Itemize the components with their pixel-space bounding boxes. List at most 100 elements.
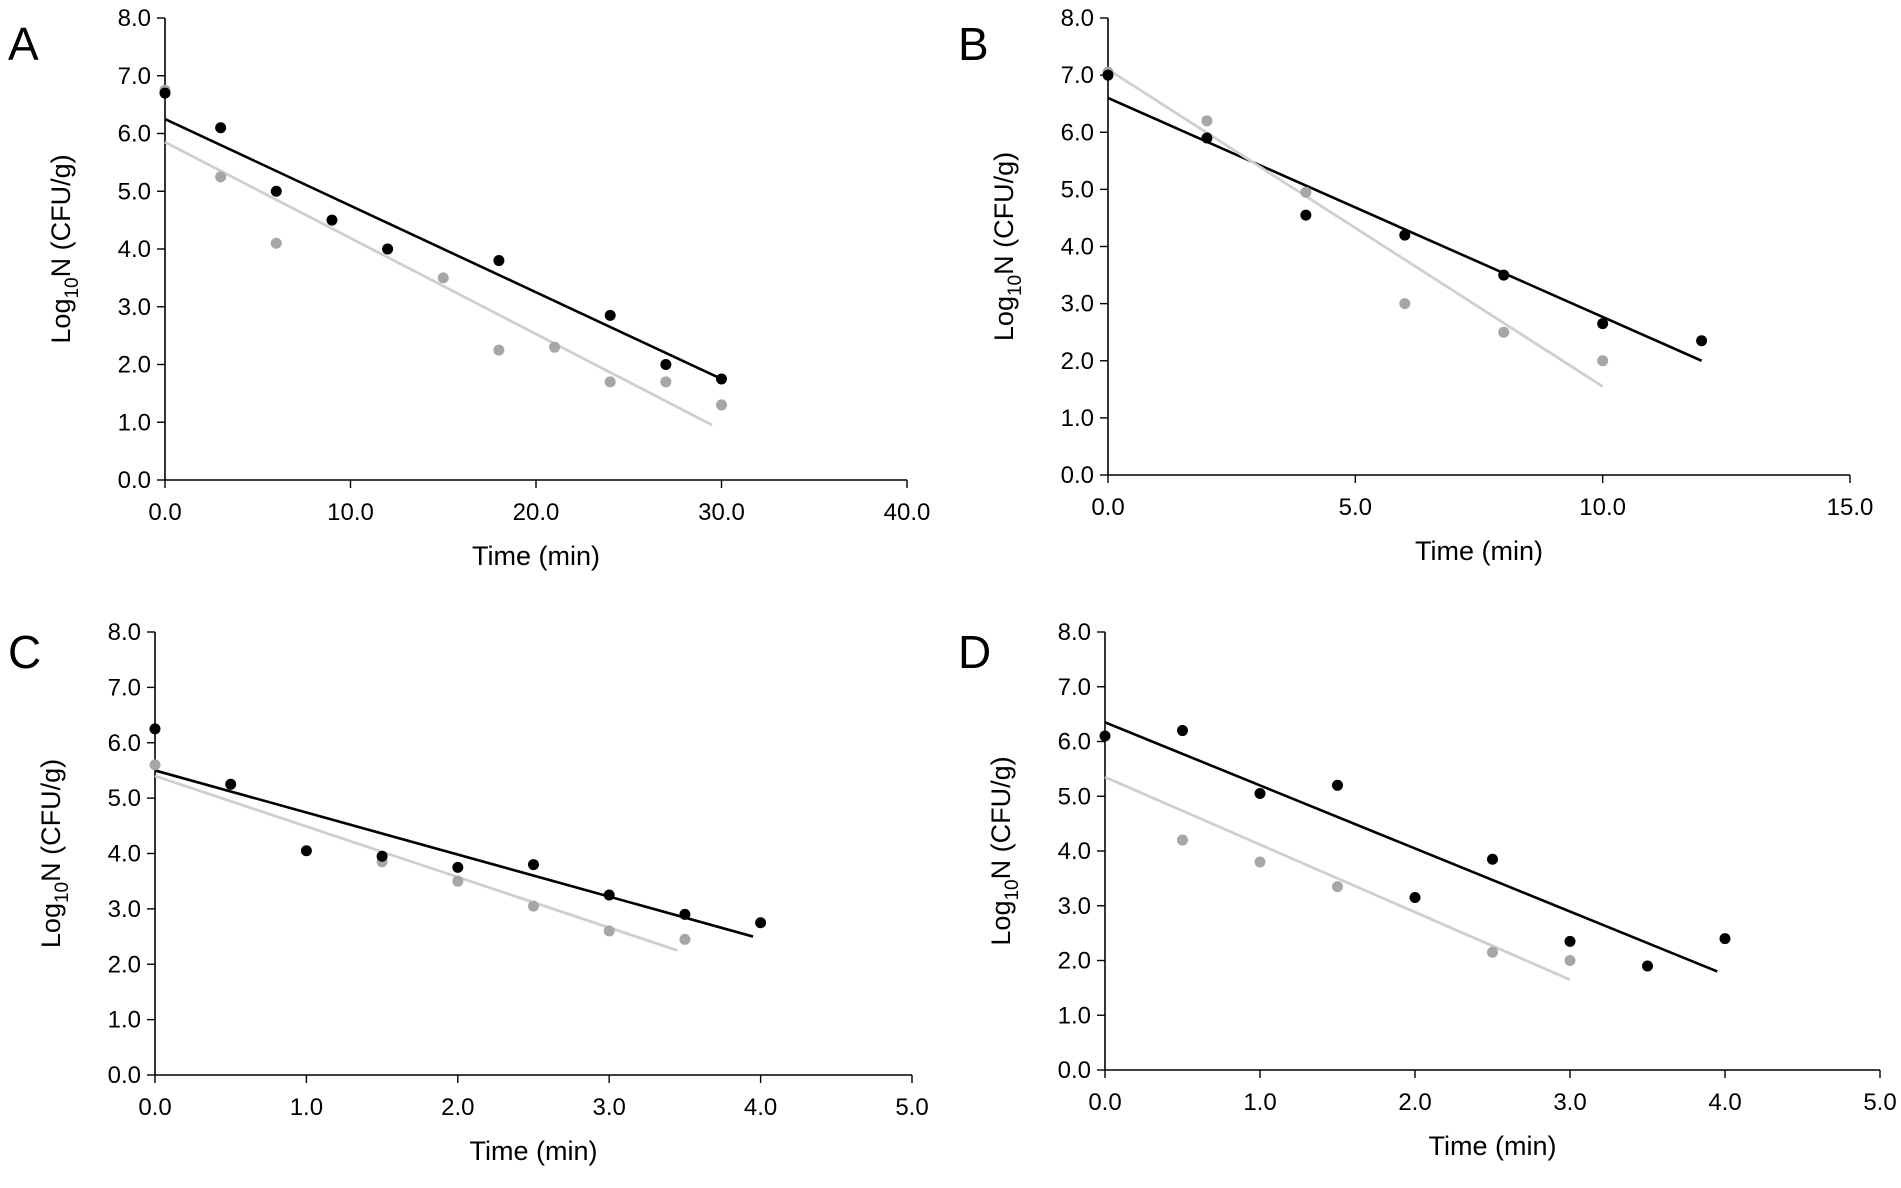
data-point-dark: [603, 889, 615, 901]
data-point-dark: [376, 850, 388, 862]
x-tick-label: 2.0: [1398, 1089, 1431, 1116]
data-point-dark: [1597, 318, 1609, 330]
trend-line-light: [1107, 68, 1604, 388]
x-tick-label: 2.0: [441, 1094, 474, 1121]
data-point-light: [1300, 186, 1312, 198]
y-tick-label: 8.0: [1061, 5, 1094, 32]
trend-line-light: [1104, 775, 1571, 981]
y-tick-label: 5.0: [118, 178, 151, 205]
data-point-light: [1498, 326, 1510, 338]
y-axis-label-main: Log: [986, 901, 1016, 946]
x-tick-label: 0.0: [1091, 494, 1124, 521]
data-point-dark: [660, 359, 672, 370]
y-tick-label: 0.0: [1061, 462, 1094, 489]
x-tick-label: 10.0: [1579, 494, 1626, 521]
data-point-dark: [604, 309, 616, 321]
data-point-dark: [1498, 269, 1510, 281]
data-point-dark: [326, 214, 338, 226]
trend-line-dark: [1104, 721, 1718, 973]
data-point-light: [149, 759, 161, 771]
data-point-light: [1332, 881, 1343, 893]
x-tick-label: 5.0: [895, 1094, 928, 1121]
y-tick-label: 6.0: [1061, 119, 1094, 146]
data-point-dark: [1409, 892, 1421, 904]
y-tick-label: 3.0: [1058, 893, 1091, 920]
data-point-light: [1564, 955, 1576, 966]
x-tick-label: 1.0: [290, 1094, 323, 1121]
x-axis-label: Time (min): [1429, 1131, 1557, 1161]
data-point-dark: [1332, 779, 1343, 791]
y-tick-label: 8.0: [108, 619, 141, 646]
y-axis-label-rest: N (CFU/g): [36, 759, 66, 882]
y-tick-label: 4.0: [1061, 234, 1094, 261]
panel-b: B 0.0 1.0 2.0 3.0 4.0 5.0 6.0 7.0 8.0 0.0 5.0 10.0 15…: [958, 5, 1873, 566]
data-point-dark: [1099, 730, 1111, 742]
y-axis-label: Log10N (CFU/g): [46, 154, 83, 343]
y-tick-label: 1.0: [1058, 1002, 1091, 1029]
x-tick-label: 15.0: [1827, 494, 1874, 521]
panel-label: C: [8, 626, 41, 678]
x-tick-label: 4.0: [744, 1094, 777, 1121]
y-axis-label-rest: N (CFU/g): [989, 152, 1019, 275]
panel-label: B: [958, 18, 989, 70]
y-tick-label: 8.0: [118, 5, 151, 32]
y-tick-label: 7.0: [108, 674, 141, 701]
data-point-dark: [1719, 933, 1731, 945]
data-point-dark: [1399, 229, 1411, 241]
x-tick-label: 4.0: [1708, 1089, 1741, 1116]
y-axis-label-subscript: 10: [1002, 879, 1023, 900]
data-point-light: [604, 376, 616, 388]
x-axis-label: Time (min): [472, 541, 600, 571]
y-tick-label: 0.0: [1058, 1057, 1091, 1084]
data-point-dark: [149, 723, 161, 735]
y-tick-label: 7.0: [118, 63, 151, 90]
data-point-dark: [493, 255, 505, 267]
x-tick-label: 20.0: [513, 499, 560, 526]
data-point-light: [1254, 856, 1266, 868]
y-tick-label: 3.0: [118, 294, 151, 321]
x-axis-label: Time (min): [470, 1136, 598, 1166]
y-tick-label: 4.0: [108, 841, 141, 868]
data-point-dark: [1177, 725, 1188, 737]
y-tick-label: 1.0: [118, 409, 151, 436]
y-tick-label: 4.0: [1058, 838, 1091, 865]
data-point-light: [1177, 834, 1188, 846]
data-point-dark: [528, 859, 539, 871]
y-tick-label: 5.0: [108, 785, 141, 812]
x-tick-label: 10.0: [327, 499, 374, 526]
x-tick-label: 5.0: [1863, 1089, 1896, 1116]
y-axis-label-subscript: 10: [1005, 275, 1026, 296]
y-tick-label: 2.0: [1061, 348, 1094, 375]
y-tick-label: 3.0: [1061, 291, 1094, 318]
trend-line-light: [164, 140, 713, 427]
data-point-dark: [1300, 209, 1312, 221]
y-tick-label: 7.0: [1061, 62, 1094, 89]
data-point-dark: [225, 778, 237, 790]
trend-line-dark: [164, 117, 723, 381]
trend-line-dark: [1107, 96, 1703, 362]
y-tick-label: 3.0: [108, 896, 141, 923]
data-point-dark: [300, 845, 312, 857]
data-point-dark: [716, 373, 727, 385]
trend-line-light: [154, 774, 678, 952]
y-tick-label: 2.0: [108, 951, 141, 978]
data-point-light: [716, 399, 727, 411]
data-point-dark: [270, 185, 282, 197]
y-axis-label-subscript: 10: [52, 882, 73, 903]
data-point-light: [528, 900, 539, 912]
y-tick-label: 5.0: [1061, 176, 1094, 203]
y-axis-label-rest: N (CFU/g): [986, 756, 1016, 879]
panel-c: C 0.0 1.0 2.0 3.0 4.0 5.0 6.0 7.0 8.0 0.0 1.0 2.0 3.0…: [8, 619, 929, 1166]
data-point-light: [603, 925, 615, 937]
data-point-light: [549, 341, 561, 353]
data-point-light: [437, 272, 449, 284]
y-axis-label: Log10N (CFU/g): [36, 759, 73, 948]
data-point-dark: [1696, 335, 1708, 347]
data-point-dark: [679, 908, 691, 920]
data-point-light: [1487, 946, 1498, 958]
x-tick-label: 30.0: [698, 499, 745, 526]
data-point-dark: [1254, 788, 1266, 800]
trend-line-dark: [154, 769, 754, 938]
data-point-dark: [452, 861, 464, 873]
